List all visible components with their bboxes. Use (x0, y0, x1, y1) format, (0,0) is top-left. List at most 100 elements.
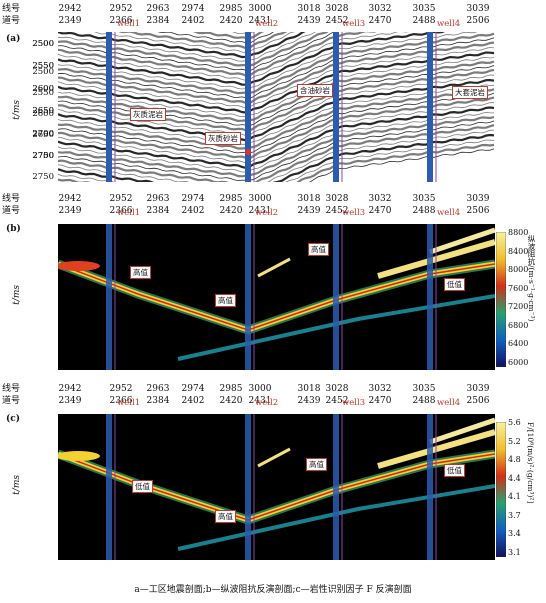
annotation-c: 高值 (215, 510, 236, 523)
annotation-c: 低值 (444, 464, 465, 477)
reflector-line (58, 92, 495, 154)
reflector-line (58, 106, 495, 170)
well-track (245, 32, 251, 182)
trace-number: 2420 (219, 396, 243, 406)
y-tick-label: 2700 (32, 129, 54, 139)
trace-number: 2506 (466, 396, 490, 406)
y-tick-label: 2750 (32, 151, 54, 161)
line-number: 3039 (466, 4, 490, 14)
trace-number: 2402 (181, 396, 205, 406)
reflector-line (58, 47, 495, 109)
reflector-line (58, 120, 495, 182)
trace-number: 2431 (248, 396, 272, 406)
trace-number: 2452 (325, 396, 349, 406)
y-tick-label: 2500 (32, 67, 54, 77)
well-track (333, 414, 339, 560)
line-number: 3039 (466, 194, 490, 204)
annotation-a: 灰质泥岩 (130, 108, 166, 121)
reflector-line (58, 32, 495, 95)
well-track (427, 224, 433, 370)
trace-label: 道号 (2, 16, 21, 26)
colorbar-b (496, 232, 506, 367)
y-tick-label: 2700 (32, 129, 54, 139)
well-track (245, 224, 251, 370)
line-number: 3035 (412, 194, 436, 204)
well-label-1: well1 (117, 398, 141, 408)
trace-number: 2470 (368, 396, 392, 406)
line-number: 3028 (325, 384, 349, 394)
trace-number: 2452 (325, 16, 349, 26)
trace-number: 2349 (58, 206, 82, 216)
well-label-2: well2 (255, 208, 279, 218)
reflector-line (58, 78, 495, 142)
panel-label-a: (a) (6, 34, 21, 44)
sand-layer-core (58, 453, 495, 521)
colorbar-tick-label: 4.8 (508, 455, 521, 465)
line-number: 3039 (466, 384, 490, 394)
reflector-line (58, 143, 495, 182)
y-tick-label: 2750 (32, 172, 54, 182)
line-number: 2952 (109, 4, 133, 14)
reflector-line (58, 32, 377, 77)
figure-caption: a—工区地震剖面;b—纵波阻抗反演剖面;c—岩性识别因子 F 反演剖面 (134, 585, 412, 595)
well-label-3: well3 (342, 208, 366, 218)
annotation-b: 高值 (130, 266, 151, 279)
y-tick-label: 2750 (32, 151, 54, 161)
y-tick-label: 2550 (32, 61, 54, 71)
colorbar-tick-label: 7600 (508, 283, 529, 293)
well-label-4: well4 (437, 19, 461, 29)
trace-number: 2439 (297, 206, 321, 216)
reflector-line (58, 139, 495, 182)
y-tick-label: 2650 (32, 130, 54, 140)
reflector-line (58, 32, 316, 62)
panel-label-c: (c) (6, 414, 20, 424)
trace-number: 2420 (219, 16, 243, 26)
seismic-reflectors (58, 32, 495, 182)
line-number: 2952 (109, 194, 133, 204)
trace-number: 2349 (58, 396, 82, 406)
y-tick-label: 2650 (32, 106, 54, 116)
reflector-line (58, 129, 495, 182)
line-number: 2963 (146, 384, 170, 394)
lithology-factor-section (58, 414, 495, 560)
line-number: 3028 (325, 194, 349, 204)
y-tick-label: 2550 (32, 88, 54, 98)
reflector-line (58, 32, 446, 86)
y-tick-label: 2600 (32, 84, 54, 94)
y-tick-label: 2550 (32, 61, 54, 71)
line-number: 3032 (368, 384, 392, 394)
well-label-3: well3 (342, 19, 366, 29)
reflector-line (58, 32, 336, 72)
line-label: 线号 (2, 384, 21, 394)
annotation-a: 灰质砂岩 (205, 132, 241, 145)
colorbar-tick-label: 8400 (508, 246, 529, 256)
reflector-line (85, 32, 296, 54)
small-anomaly (257, 257, 291, 278)
trace-number: 2488 (412, 396, 436, 406)
colorbar-title-c: F/[10⁶(m/s)²·(g/cm³)²] (526, 422, 535, 504)
sand-marker (245, 149, 251, 155)
line-number: 3032 (368, 194, 392, 204)
reflector-line (58, 32, 306, 59)
reflector-line (58, 32, 478, 90)
line-number: 3000 (248, 4, 272, 14)
trace-number: 2470 (368, 16, 392, 26)
colorbar-c (496, 422, 506, 557)
lower-layer (177, 294, 495, 361)
trace-number: 2384 (146, 396, 170, 406)
line-number: 2942 (58, 4, 82, 14)
trace-label: 道号 (2, 206, 21, 216)
well-label-1: well1 (117, 208, 141, 218)
trace-number: 2452 (325, 206, 349, 216)
colorbar-tick-label: 5.6 (508, 418, 521, 427)
reflector-line (118, 32, 288, 50)
left-anomaly (58, 261, 100, 271)
line-number: 3000 (248, 194, 272, 204)
trace-number: 2439 (297, 396, 321, 406)
impedance-section (58, 224, 495, 370)
line-number: 3018 (297, 384, 321, 394)
reflector-line (58, 96, 495, 160)
sand-layer-core (58, 263, 495, 331)
line-number: 2974 (181, 4, 205, 14)
colorbar-tick-label: 3.7 (508, 510, 521, 520)
